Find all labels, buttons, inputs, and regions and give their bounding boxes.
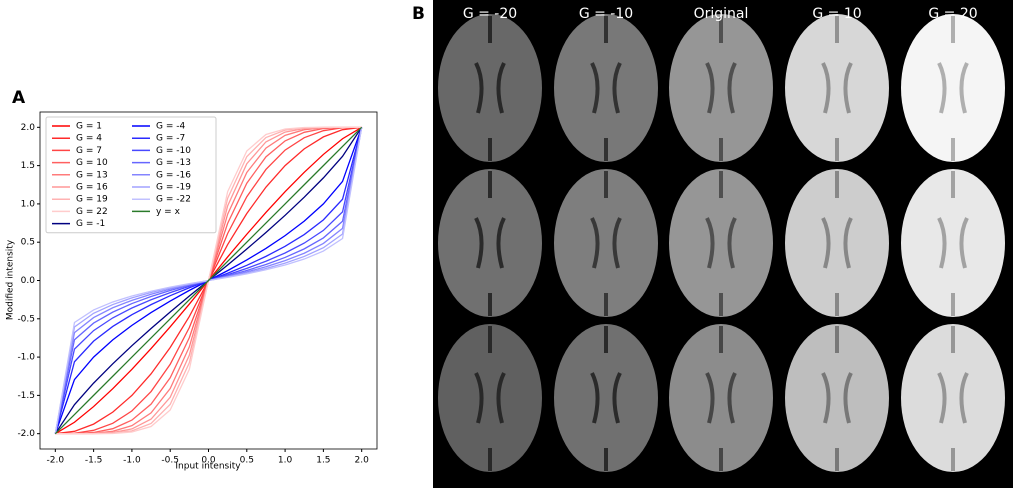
legend-label: G = -13	[156, 158, 191, 168]
brain-slice	[669, 324, 773, 472]
ventricle	[474, 16, 506, 161]
legend-label: G = 16	[76, 183, 108, 193]
plot-frame	[39, 111, 378, 450]
brain-slice	[554, 324, 658, 472]
legend-label: G = -7	[156, 134, 185, 144]
x-tick-label: -1.0	[123, 456, 141, 466]
legend-label: G = 19	[76, 195, 108, 205]
y-tick-label: -1.5	[17, 391, 35, 401]
brain-slice	[554, 14, 658, 162]
y-tick-label: 1.0	[21, 199, 36, 209]
ventricle	[474, 171, 506, 316]
legend-label: G = 10	[76, 158, 108, 168]
brain-slice	[901, 169, 1005, 317]
brain-slice	[785, 169, 889, 317]
ventricle	[705, 16, 737, 161]
ventricle	[937, 326, 969, 471]
brain-slice	[785, 14, 889, 162]
ventricle	[705, 326, 737, 471]
legend-label: G = 22	[76, 207, 108, 217]
legend-label: G = -19	[156, 183, 191, 193]
legend-label: G = -1	[76, 219, 105, 229]
brain-grid	[438, 14, 1005, 472]
column-title: Original	[694, 6, 749, 22]
ventricle	[821, 326, 853, 471]
x-tick-label: 0.0	[201, 456, 216, 466]
column-title: G = -20	[463, 6, 517, 22]
column-title: G = 20	[928, 6, 977, 22]
y-tick-label: 0.0	[21, 276, 36, 286]
ventricle	[590, 171, 622, 316]
brain-slice	[669, 14, 773, 162]
y-tick-label: -2.0	[17, 429, 35, 439]
legend-label: G = -4	[156, 122, 185, 132]
y-tick-label: 1.5	[21, 161, 35, 171]
x-tick-label: -0.5	[161, 456, 179, 466]
brain-slice	[785, 324, 889, 472]
ventricle	[821, 16, 853, 161]
panel-label: B	[412, 4, 425, 24]
brain-slice	[669, 169, 773, 317]
legend-label: G = 4	[76, 134, 102, 144]
x-tick-label: -1.5	[85, 456, 103, 466]
brain-slice	[901, 14, 1005, 162]
series-line	[54, 126, 363, 435]
legend-label: G = 13	[76, 170, 108, 180]
brain-slice	[901, 324, 1005, 472]
legend-label: G = -22	[156, 195, 191, 205]
ventricle	[474, 326, 506, 471]
ventricle	[590, 326, 622, 471]
legend-label: G = -10	[156, 146, 191, 156]
x-tick-label: 2.0	[355, 456, 370, 466]
legend-label: G = 7	[76, 146, 102, 156]
ventricle	[937, 16, 969, 161]
ventricle	[705, 171, 737, 316]
column-title: G = 10	[812, 6, 861, 22]
x-tick-label: 1.5	[316, 456, 330, 466]
brain-slice	[438, 14, 542, 162]
brain-slice	[438, 324, 542, 472]
y-tick-label: -0.5	[17, 314, 35, 324]
x-tick-label: 0.5	[240, 456, 254, 466]
x-tick-label: 1.0	[278, 456, 293, 466]
brain-slice	[554, 169, 658, 317]
y-tick-label: 2.0	[21, 123, 36, 133]
x-axis-label: Input intensity	[175, 462, 241, 472]
y-axis-label: Modified intensity	[6, 239, 16, 320]
legend-label: G = 1	[76, 122, 102, 132]
ventricle	[590, 16, 622, 161]
y-tick-label: 0.5	[21, 238, 35, 248]
ventricle	[821, 171, 853, 316]
panel-label: A	[12, 88, 26, 108]
y-tick-label: -1.0	[17, 353, 35, 363]
legend-box	[45, 116, 217, 234]
ventricle	[937, 171, 969, 316]
x-tick-label: -2.0	[47, 456, 65, 466]
column-title: G = -10	[579, 6, 633, 22]
brain-slice	[438, 169, 542, 317]
legend-label: y = x	[156, 207, 181, 217]
legend-label: G = -16	[156, 170, 191, 180]
